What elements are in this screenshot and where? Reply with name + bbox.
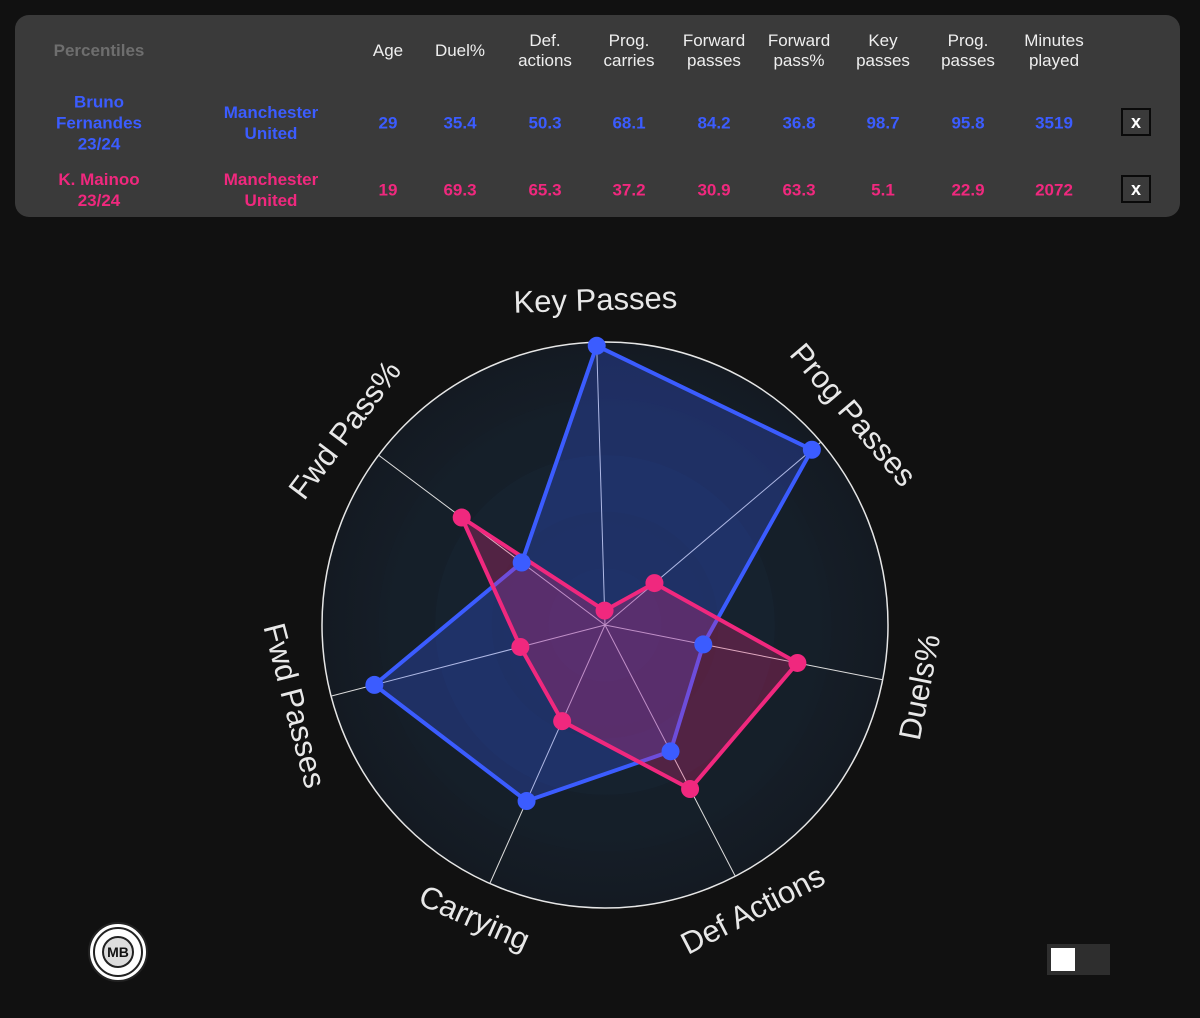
column-header-carries: Prog. carries [603,31,655,70]
radar-outer-ring [321,341,889,909]
stat-value-duel: 69.3 [443,180,477,200]
radar-spoke [489,624,606,884]
theme-toggle[interactable] [1047,944,1110,975]
stat-value-fwd: 84.2 [697,113,731,133]
column-header-def: Def. actions [518,31,572,70]
series-1-point [553,712,572,731]
axis-label: Fwd Passes [256,619,332,791]
stat-value-age: 29 [378,113,398,133]
series-1-point [452,508,471,527]
series-0-point [365,675,384,694]
column-header-fwd: Forward passes [682,31,746,70]
radar-spoke [378,454,606,626]
stat-value-fwdpct: 36.8 [782,113,816,133]
series-1-point [681,780,700,799]
stat-value-def: 65.3 [528,180,562,200]
series-1-point [511,637,530,656]
table-title: Percentiles [53,41,145,60]
stat-value-carries: 37.2 [612,180,646,200]
series-1-point [595,601,614,620]
mb-logo: MB [88,922,148,982]
column-header-mins: Minutes played [1024,31,1084,70]
series-0-point [587,336,606,355]
series-0-point [694,635,713,654]
axis-label: Key Passes [513,280,678,320]
radar-spoke [596,342,606,626]
stat-value-age: 19 [378,180,398,200]
radar-spoke [604,441,822,626]
series-1-point [645,574,664,593]
stat-value-mins: 3519 [1035,113,1073,133]
team-name: Manchester United [223,170,319,210]
player-name: Bruno Fernandes 23/24 [56,92,142,154]
stat-value-fwd: 30.9 [697,180,731,200]
player-name: K. Mainoo 23/24 [58,170,140,210]
stat-value-fwdpct: 63.3 [782,180,816,200]
stat-value-prog: 22.9 [951,180,985,200]
stat-value-prog: 95.8 [951,113,985,133]
stat-value-key: 98.7 [866,113,900,133]
column-header-duel: Duel% [434,41,486,60]
stat-value-def: 50.3 [528,113,562,133]
toggle-knob [1051,948,1075,971]
column-header-age: Age [372,41,404,60]
team-name: Manchester United [223,103,319,143]
comparison-table-panel: Percentiles Age Duel% Def. actions Prog. ca… [15,15,1180,217]
stat-value-key: 5.1 [871,180,895,200]
series-0-area [372,343,814,803]
series-1-point [788,653,807,672]
column-header-key: Key passes [856,31,910,70]
remove-player-button[interactable]: x [1121,108,1151,136]
column-header-prog: Prog. passes [941,31,995,70]
radar-spoke [604,624,883,681]
series-0-point [802,440,821,459]
stat-value-mins: 2072 [1035,180,1073,200]
stat-value-duel: 35.4 [443,113,477,133]
axis-label: Duels% [892,631,947,743]
series-0-point [661,742,680,761]
svg-text:MB: MB [107,944,129,960]
series-0-point [517,792,536,811]
remove-player-button[interactable]: x [1121,175,1151,203]
column-header-fwdpct: Forward pass% [767,31,831,70]
series-0-point [512,553,531,572]
series-1-area [459,515,800,791]
stat-value-carries: 68.1 [612,113,646,133]
